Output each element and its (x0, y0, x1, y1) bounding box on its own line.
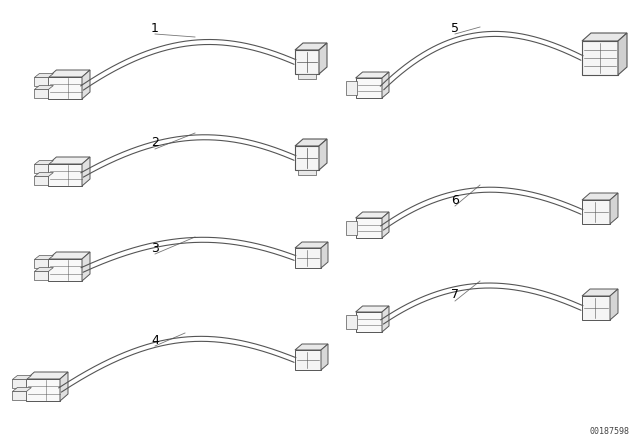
Polygon shape (582, 33, 627, 41)
Polygon shape (356, 72, 389, 78)
Polygon shape (295, 139, 327, 146)
Polygon shape (60, 372, 68, 401)
Polygon shape (49, 252, 90, 259)
Bar (35, 90, 49, 99)
Polygon shape (382, 306, 389, 332)
Polygon shape (321, 242, 328, 268)
Bar (12, 392, 26, 401)
Bar (295, 248, 321, 268)
Bar (346, 81, 356, 95)
Bar (582, 41, 618, 75)
Bar (35, 259, 49, 268)
Polygon shape (610, 193, 618, 224)
Bar (356, 78, 382, 98)
Bar (298, 74, 316, 79)
Polygon shape (49, 157, 90, 164)
Bar (346, 221, 356, 235)
Polygon shape (295, 344, 328, 350)
Polygon shape (319, 43, 327, 74)
Polygon shape (35, 267, 53, 271)
Polygon shape (82, 252, 90, 281)
Polygon shape (26, 372, 68, 379)
Bar (582, 296, 610, 320)
Bar (582, 200, 610, 224)
Polygon shape (12, 375, 31, 379)
Polygon shape (582, 193, 618, 200)
Bar (295, 350, 321, 370)
Bar (35, 177, 49, 185)
Polygon shape (582, 289, 618, 296)
Bar (26, 379, 60, 401)
Polygon shape (295, 43, 327, 50)
Polygon shape (35, 86, 53, 90)
Text: 1: 1 (151, 22, 159, 34)
Bar (49, 259, 82, 281)
Text: 00187598: 00187598 (590, 427, 630, 436)
Polygon shape (35, 172, 53, 177)
Bar (295, 146, 319, 170)
Text: 2: 2 (151, 137, 159, 150)
Bar (49, 164, 82, 186)
Polygon shape (610, 289, 618, 320)
Text: 5: 5 (451, 22, 459, 34)
Bar (346, 315, 356, 329)
Bar (35, 271, 49, 280)
Bar (35, 164, 49, 173)
Polygon shape (319, 139, 327, 170)
Polygon shape (35, 255, 53, 259)
Polygon shape (82, 70, 90, 99)
Polygon shape (35, 73, 53, 78)
Text: 7: 7 (451, 289, 459, 302)
Bar (298, 170, 316, 175)
Bar (356, 218, 382, 238)
Bar (12, 379, 26, 388)
Polygon shape (382, 212, 389, 238)
Bar (49, 77, 82, 99)
Bar (35, 78, 49, 86)
Text: 4: 4 (151, 333, 159, 346)
Text: 3: 3 (151, 241, 159, 254)
Text: 6: 6 (451, 194, 459, 207)
Polygon shape (356, 306, 389, 312)
Polygon shape (618, 33, 627, 75)
Polygon shape (321, 344, 328, 370)
Polygon shape (356, 212, 389, 218)
Bar (356, 312, 382, 332)
Polygon shape (82, 157, 90, 186)
Polygon shape (49, 70, 90, 77)
Bar (295, 50, 319, 74)
Polygon shape (295, 242, 328, 248)
Polygon shape (12, 388, 31, 392)
Polygon shape (382, 72, 389, 98)
Polygon shape (35, 160, 53, 164)
